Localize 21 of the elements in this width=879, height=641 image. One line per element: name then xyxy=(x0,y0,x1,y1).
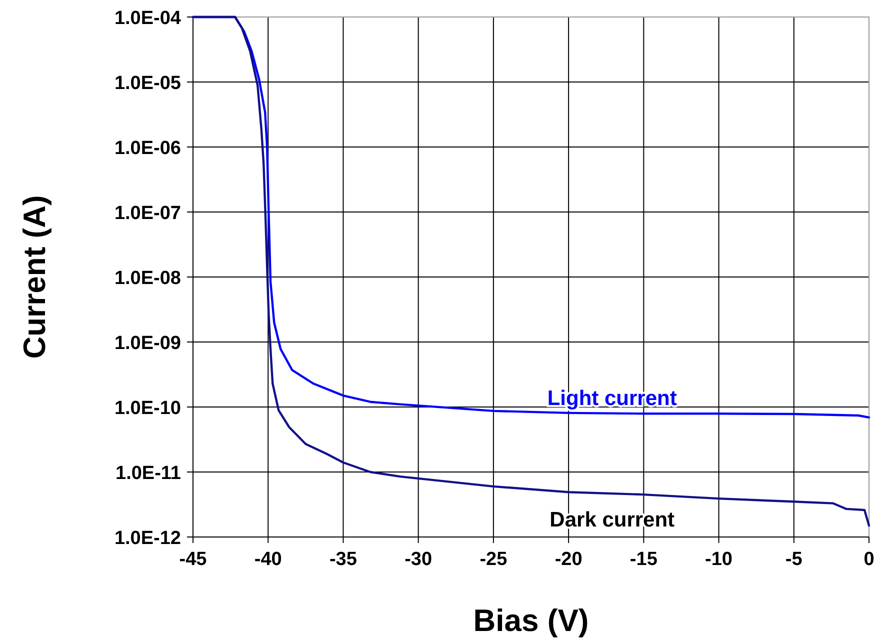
y-tick-label: 1.0E-09 xyxy=(114,333,181,354)
x-tick-label: 0 xyxy=(864,549,874,570)
y-tick-label: 1.0E-07 xyxy=(114,203,181,224)
y-tick-label: 1.0E-06 xyxy=(114,138,181,159)
y-tick-label: 1.0E-08 xyxy=(114,268,181,289)
y-tick-label: 1.0E-12 xyxy=(114,528,181,549)
x-tick-label: -25 xyxy=(480,549,508,570)
y-tick-label: 1.0E-10 xyxy=(114,398,181,419)
x-tick-label: -5 xyxy=(785,549,803,570)
y-axis-title: Current (A) xyxy=(17,195,52,359)
x-axis-title: Bias (V) xyxy=(473,603,589,638)
y-tick-label: 1.0E-05 xyxy=(114,73,182,94)
y-tick-label: 1.0E-11 xyxy=(116,463,182,484)
x-tick-label: -20 xyxy=(554,549,582,570)
x-tick-label: -15 xyxy=(630,549,658,570)
x-tick-label: -10 xyxy=(705,549,733,570)
x-tick-label: -40 xyxy=(254,549,282,570)
y-tick-label: 1.0E-04 xyxy=(114,8,182,29)
x-tick-label: -30 xyxy=(404,549,432,570)
x-tick-label: -35 xyxy=(329,549,358,570)
x-tick-label: -45 xyxy=(179,549,208,570)
